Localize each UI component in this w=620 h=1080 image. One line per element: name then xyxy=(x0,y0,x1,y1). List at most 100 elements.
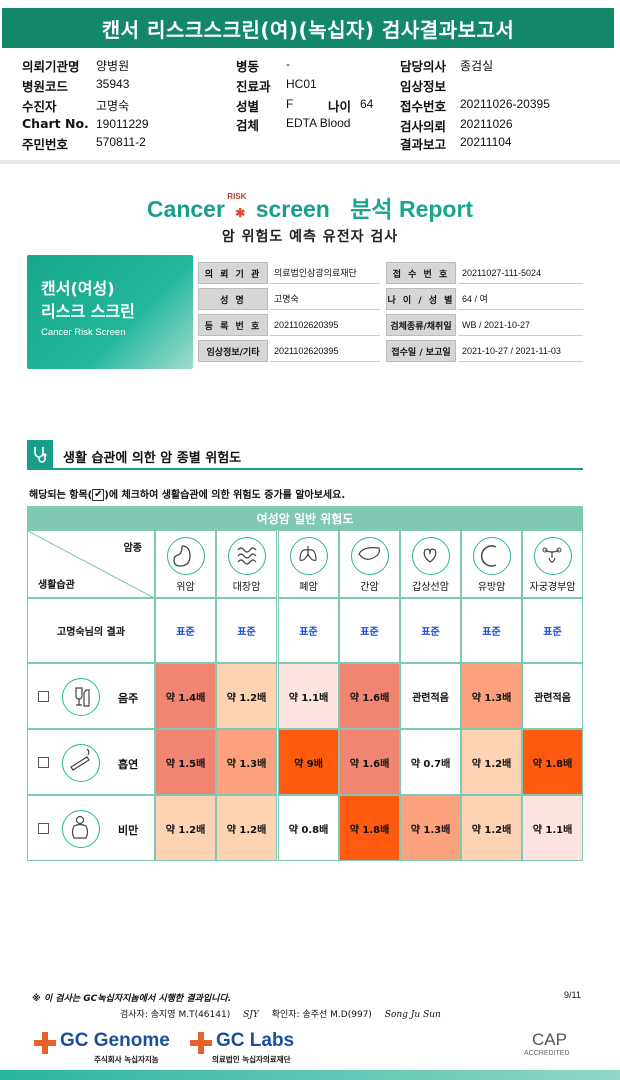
risk-cell: 약 1.5배 xyxy=(155,729,216,795)
header-label: 접수번호 xyxy=(400,99,447,114)
header-label: 검체 xyxy=(236,118,260,133)
header-value: 20211026 xyxy=(460,117,513,131)
corner-bottom-label: 생활습관 xyxy=(38,580,75,591)
risk-cell: 약 1.2배 xyxy=(216,663,277,729)
cancer-column-header: 자궁경부암 xyxy=(522,530,583,598)
risk-cell: 약 1.2배 xyxy=(155,795,216,861)
risk-cell: 약 1.6배 xyxy=(339,663,400,729)
smoking-icon xyxy=(62,744,100,782)
cap-accredited: ACCREDITED xyxy=(524,1050,570,1057)
logo-risk-tag: RISK xyxy=(227,192,247,201)
tester-name: 송지영 M.T(46141) xyxy=(150,1010,231,1020)
section-header: 생활 습관에 의한 암 종별 위험도 xyxy=(27,440,583,470)
breast-icon xyxy=(472,537,511,575)
cancer-column-header: 대장암 xyxy=(216,530,277,598)
habit-checkbox[interactable] xyxy=(38,757,49,768)
logo-report: 분석 Report xyxy=(350,196,474,222)
header-value: EDTA Blood xyxy=(286,116,351,130)
thyroid-icon xyxy=(411,537,450,575)
header-value: 양병원 xyxy=(96,59,130,73)
header-label: 검사의뢰 xyxy=(400,119,447,134)
cancer-name: 폐암 xyxy=(299,582,318,593)
diagonal-line xyxy=(28,531,156,599)
confirm-label: 확인자: xyxy=(271,1010,300,1020)
obesity-icon xyxy=(62,810,100,848)
habit-row-label: 비만 xyxy=(27,795,155,861)
info-row: 등 록 번 호 2021102620395 검체종류/채취일 WB / 2021… xyxy=(198,314,583,336)
gc-cross-icon xyxy=(34,1032,56,1054)
footer-logos: GC Genome 주식회사 녹십자지놈 GC Labs 의료법인 녹십자의료재… xyxy=(30,1030,590,1066)
confirmer-name: 송주선 M.D(997) xyxy=(302,1010,372,1020)
header-label: 나이 xyxy=(328,99,352,114)
habit-checkbox[interactable] xyxy=(38,823,49,834)
instruction: 해당되는 항목(✔)에 체크하여 생활습관에 의한 위험도 증가를 알아보세요. xyxy=(29,486,345,501)
result-cell: 표준 xyxy=(461,598,522,663)
page-number: 9/11 xyxy=(564,990,581,1000)
header-value: 35943 xyxy=(96,77,130,91)
cancer-name: 위암 xyxy=(176,582,195,593)
stomach-icon xyxy=(166,537,205,575)
header-label: Chart No. xyxy=(22,116,89,131)
info-value: 2021-10-27 / 2021-11-03 xyxy=(458,340,583,362)
report-title: 캔서 리스크스크린(여)(녹십자) 검사결과보고서 xyxy=(2,8,614,48)
result-cell: 표준 xyxy=(522,598,583,663)
header-label: 병원코드 xyxy=(22,79,69,94)
info-value: 의료법인삼광의료재단 xyxy=(270,262,380,284)
header-label: 주민번호 xyxy=(22,137,69,152)
info-label: 임상정보/기타 xyxy=(198,340,268,362)
header-label: 수진자 xyxy=(22,99,57,114)
header-label: 병동 xyxy=(236,59,260,74)
habit-checkbox[interactable] xyxy=(38,691,49,702)
report-subtitle: 암 위험도 예측 유전자 검사 xyxy=(221,229,399,245)
lung-icon xyxy=(289,537,328,575)
risk-cell: 약 1.2배 xyxy=(461,729,522,795)
risk-cell: 약 0.7배 xyxy=(400,729,461,795)
header-value: 고명숙 xyxy=(96,99,130,113)
habit-row-label: 흡연 xyxy=(27,729,155,795)
risk-cell: 관련적음 xyxy=(400,663,461,729)
result-cell: 표준 xyxy=(155,598,216,663)
info-label: 나 이 / 성 별 xyxy=(386,288,456,310)
section-title: 생활 습관에 의한 암 종별 위험도 xyxy=(63,451,242,466)
cap-logo: CAP xyxy=(532,1030,567,1049)
info-label: 접수일 / 보고일 xyxy=(386,340,456,362)
header-label: 성별 xyxy=(236,99,260,114)
tester-label: 검사자: xyxy=(120,1010,148,1020)
header-label: 의뢰기관명 xyxy=(22,59,80,74)
risk-cell: 약 1.2배 xyxy=(216,795,277,861)
risk-cell: 약 1.3배 xyxy=(461,663,522,729)
risk-cell: 약 1.6배 xyxy=(339,729,400,795)
instruction-text: 해당되는 항목( xyxy=(29,490,93,501)
info-value: 2021102620395 xyxy=(270,340,380,362)
info-grid: 의 뢰 기 관 의료법인삼광의료재단 접 수 번 호 20211027-111-… xyxy=(198,260,583,364)
patient-header: 의뢰기관명 양병원 병원코드 35943 수진자 고명숙 Chart No. 1… xyxy=(0,54,620,154)
risk-cell: 약 0.8배 xyxy=(278,795,339,861)
cancer-column-header: 폐암 xyxy=(278,530,339,598)
gc-cross-icon xyxy=(190,1032,212,1054)
header-value: HC01 xyxy=(286,77,317,91)
info-row: 의 뢰 기 관 의료법인삼광의료재단 접 수 번 호 20211027-111-… xyxy=(198,262,583,284)
header-label: 진료과 xyxy=(236,79,271,94)
habit-name: 음주 xyxy=(118,692,139,705)
uterus-icon xyxy=(533,537,572,575)
header-label: 담당의사 xyxy=(400,59,447,74)
info-row: 임상정보/기타 2021102620395 접수일 / 보고일 2021-10-… xyxy=(198,340,583,362)
result-cell: 표준 xyxy=(339,598,400,663)
risk-cell: 약 1.3배 xyxy=(216,729,277,795)
info-value: 고명숙 xyxy=(270,288,380,310)
header-label: 임상정보 xyxy=(400,79,447,94)
risk-cell: 약 1.2배 xyxy=(461,795,522,861)
habit-name: 비만 xyxy=(118,824,139,837)
cancer-name: 갑상선암 xyxy=(412,582,449,593)
header-label: 결과보고 xyxy=(400,137,447,152)
risk-cell: 관련적음 xyxy=(522,663,583,729)
signers: 검사자: 송지영 M.T(46141) SJY 확인자: 송주선 M.D(997… xyxy=(120,1007,451,1020)
report-logo: Cancer ✱ RISK screen 분석 Report xyxy=(0,190,620,224)
info-value: WB / 2021-10-27 xyxy=(458,314,583,336)
cancer-name: 자궁경부암 xyxy=(529,582,576,593)
result-cell: 표준 xyxy=(400,598,461,663)
header-value: 570811-2 xyxy=(96,135,146,149)
checkmark-icon: ✔ xyxy=(92,489,105,501)
risk-cell: 약 1.8배 xyxy=(339,795,400,861)
habit-name: 흡연 xyxy=(118,758,139,771)
